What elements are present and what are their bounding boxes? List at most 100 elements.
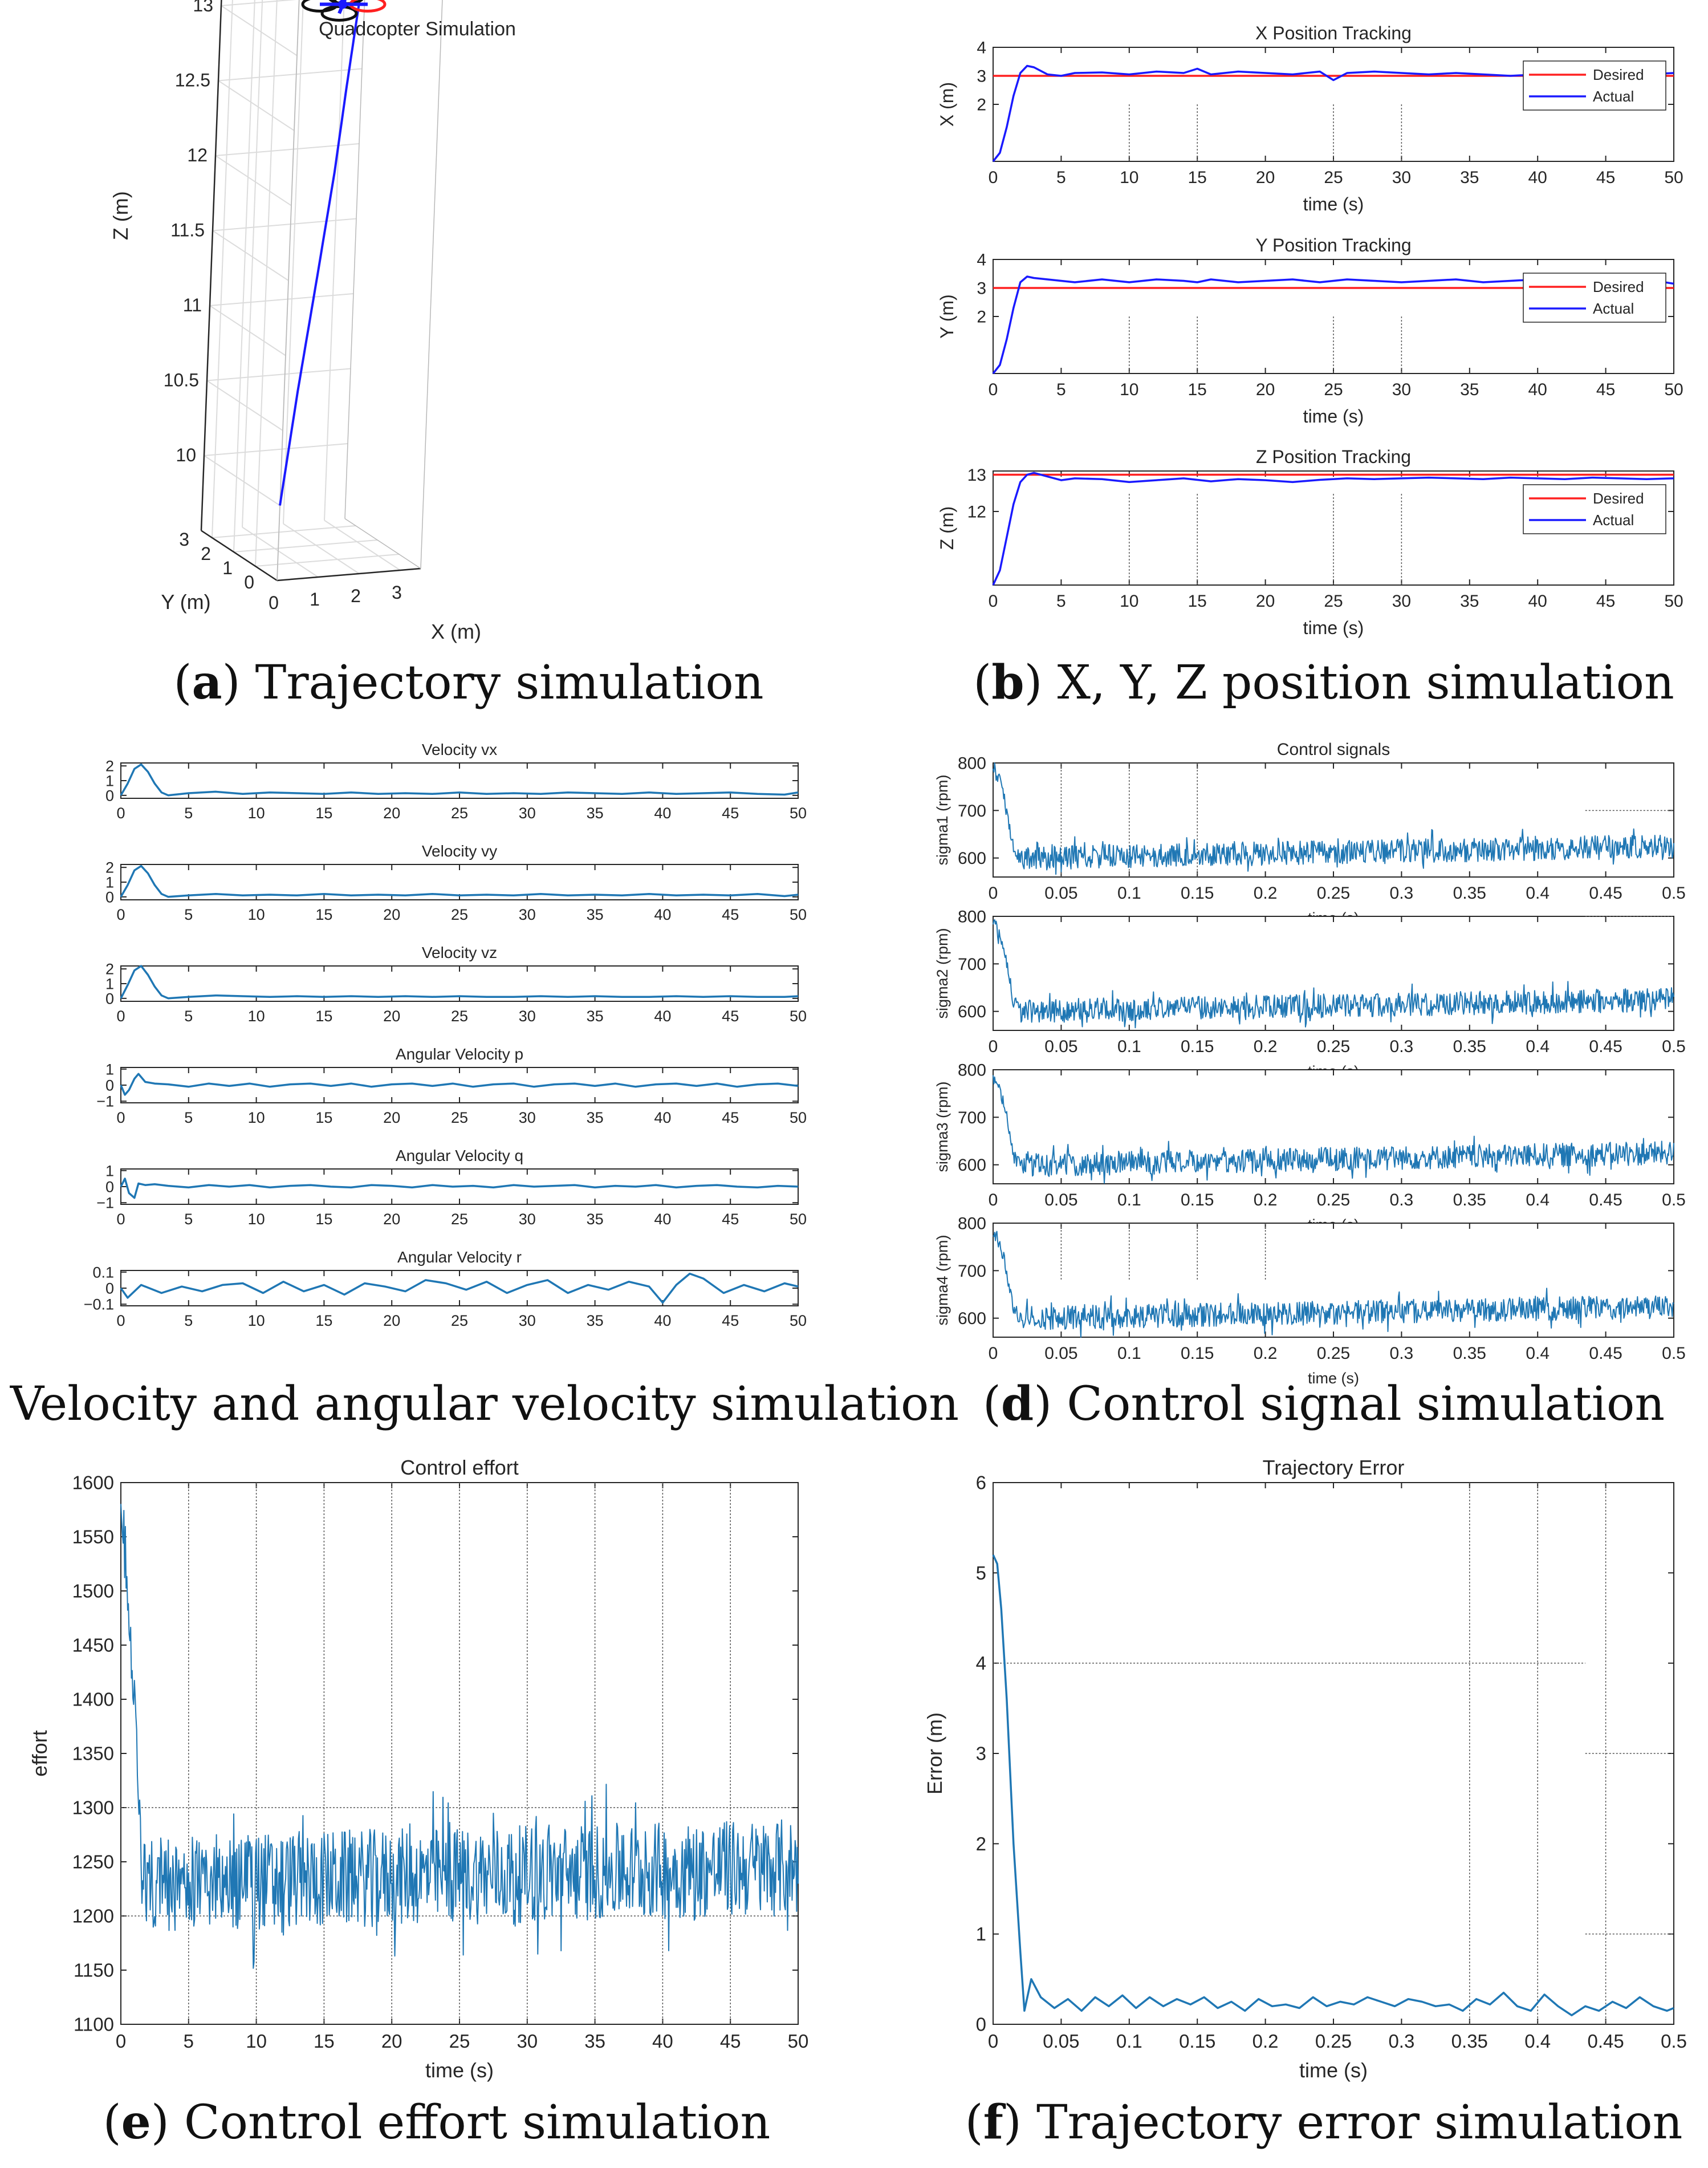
x-axis-label: time (s) (1308, 1370, 1359, 1387)
box-edge (344, 518, 421, 569)
chart-title: Quadcopter Simulation (319, 18, 516, 40)
chart-c1: 0 5 10 15 20 25 30 35 40 45 50 012 Velocity vx (105, 741, 807, 822)
legend: Desired Actual (1523, 273, 1666, 323)
y-tick-label: 1400 (72, 1689, 114, 1710)
grid-line (324, 519, 401, 571)
x-tick-label: 30 (519, 805, 536, 822)
x-tick-label: 0.5 (1662, 1191, 1686, 1209)
x-tick-label: 25 (1324, 592, 1343, 611)
y-tick-label: 2 (976, 1833, 986, 1854)
plot-area (993, 1482, 1674, 2025)
x-tick-label: 30 (1392, 380, 1411, 399)
y-tick-label: 3 (977, 279, 986, 298)
x-tick-label: 0 (989, 168, 998, 187)
axis-line (201, 530, 278, 582)
grid-line (212, 0, 233, 538)
y-tick-label: 4 (976, 1653, 986, 1674)
caption-f: (f) Trajectory error simulation (965, 2095, 1683, 2150)
chart-e: 0 5 10 15 20 25 30 35 40 45 50 1100 1150 1200 1250 1300… (28, 1456, 808, 2082)
x-tick-label: 45 (720, 2031, 741, 2052)
x-tick-label: 35 (587, 1312, 604, 1329)
chart-title: Y Position Tracking (1255, 235, 1411, 255)
x-tick-label: 0.3 (1388, 2031, 1414, 2052)
x-tick-label: 0.25 (1317, 1037, 1350, 1056)
x-tick-label: 0.45 (1589, 884, 1622, 903)
x-tick-label: 50 (1664, 168, 1683, 187)
y-axis-label: sigma4 (rpm) (934, 1235, 951, 1325)
x-tick-label: 0.1 (1117, 884, 1141, 903)
x-tick-label: 35 (1460, 380, 1479, 399)
x-tick-label: 45 (722, 1312, 739, 1329)
grid-line (283, 0, 304, 524)
x-tick-label: 50 (790, 1211, 807, 1228)
chart-d4: 0 0.05 0.1 0.15 0.2 0.25 0.3 0.35 0.4 0.45 0.5 600 7… (934, 1215, 1686, 1387)
chart-c3: 0 5 10 15 20 25 30 35 40 45 50 012 Velocity vz (105, 944, 807, 1025)
y-tick-label: 700 (958, 1262, 986, 1281)
x-tick-label: 15 (1188, 168, 1207, 187)
chart-d3: 0 0.05 0.1 0.15 0.2 0.25 0.3 0.35 0.4 0.45 0.5 600 7… (934, 1061, 1686, 1234)
x-tick-label: 30 (519, 1008, 536, 1025)
y-tick-label: 0 (105, 1280, 114, 1297)
grid-line (215, 155, 292, 206)
series-line-vy (120, 864, 799, 898)
chart-title: Control effort (400, 1456, 518, 1479)
grid-line (204, 455, 280, 506)
z-tick-label: 11 (183, 295, 202, 315)
x-tick-label: 20 (383, 1008, 400, 1025)
series-line-q (120, 1178, 799, 1199)
x-tick-label: 0.35 (1453, 1037, 1486, 1056)
y-tick-label: 0 (244, 572, 254, 592)
x-tick-label: 0.15 (1181, 1037, 1214, 1056)
y-tick-label: 1 (105, 874, 114, 891)
grid-line (212, 218, 357, 232)
caption-b: (b) X, Y, Z position simulation (973, 655, 1674, 710)
x-tick-label: 0.25 (1315, 2031, 1352, 2052)
chart-d2: 0 0.05 0.1 0.15 0.2 0.25 0.3 0.35 0.4 0.45 0.5 600 7… (934, 908, 1686, 1081)
y-axis-label: Z (m) (937, 506, 957, 550)
grid-line (218, 68, 363, 82)
y-tick-label: 6 (976, 1472, 986, 1493)
x-tick-label: 10 (1120, 168, 1138, 187)
y-tick-label: 800 (958, 754, 986, 773)
x-tick-label: 0 (116, 1312, 125, 1329)
legend-box (1523, 484, 1666, 534)
x-tick-label: 0.1 (1116, 2031, 1142, 2052)
x-tick-label: 0.45 (1589, 1037, 1622, 1056)
x-tick-label: 30 (519, 1312, 536, 1329)
y-tick-label: 1550 (72, 1526, 114, 1548)
y-tick-label: 12 (967, 502, 986, 521)
x-tick-label: 0.4 (1526, 1344, 1550, 1363)
frame-center (338, 0, 347, 9)
box-edge (420, 0, 443, 569)
grid-line (204, 443, 348, 456)
grid-line (218, 80, 295, 131)
chart-b2: 0 5 10 15 20 25 30 35 40 45 50 2 3 4 Y Position Tracki… (937, 235, 1683, 427)
x-tick-label: 25 (451, 1312, 468, 1329)
x-tick-label: 0 (989, 380, 998, 399)
series-line-error (992, 1554, 1674, 2016)
x-tick-label: 45 (722, 805, 739, 822)
grid-line (242, 0, 263, 527)
x-tick-label: 0.05 (1044, 1191, 1077, 1209)
box-edge (276, 0, 300, 581)
y-tick-label: 1 (105, 1061, 114, 1078)
y-tick-label: 600 (958, 1002, 986, 1021)
plot-area (993, 762, 1674, 878)
x-tick-label: 50 (790, 1109, 807, 1126)
x-tick-label: 25 (451, 906, 468, 923)
chart-title: Angular Velocity p (396, 1045, 523, 1063)
x-axis-label: time (s) (1299, 2059, 1368, 2082)
x-tick-label: 0.5 (1662, 1344, 1686, 1363)
y-tick-label: 1600 (72, 1472, 114, 1493)
y-axis-label: sigma1 (rpm) (934, 774, 951, 865)
grid-line (209, 293, 354, 306)
x-tick-label: 5 (1056, 168, 1066, 187)
x-tick-label: 5 (1056, 592, 1066, 611)
grid-line (255, 0, 278, 567)
x-tick-label: 45 (722, 1211, 739, 1228)
x-tick-label: 0.35 (1453, 884, 1486, 903)
x-tick-label: 25 (451, 1109, 468, 1126)
grid-line (283, 523, 360, 574)
